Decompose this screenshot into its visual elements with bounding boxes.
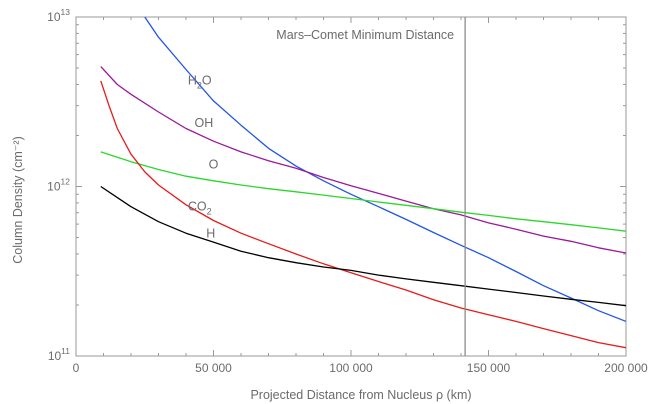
series-label-h: H — [206, 227, 215, 241]
series-label-oh: OH — [195, 116, 214, 130]
x-axis-title: Projected Distance from Nucleus ρ (km) — [250, 388, 471, 402]
y-tick-label: 1012 — [47, 177, 70, 194]
x-tick-label: 150 000 — [467, 361, 511, 375]
y-tick-label: 1011 — [48, 346, 70, 363]
series-line-h2o — [144, 17, 626, 323]
series-layer: H2O OH O CO2 H — [100, 17, 626, 349]
series-line-o — [100, 151, 626, 232]
series-label-o: O — [209, 157, 219, 171]
x-tick-label: 100 000 — [329, 361, 373, 375]
x-tick-label: 50 000 — [195, 361, 232, 375]
annotation-layer: Mars–Comet Minimum Distance — [276, 17, 466, 356]
series-line-oh — [100, 66, 626, 254]
series-line-co2 — [100, 80, 626, 349]
x-tick-label: 200 000 — [604, 361, 648, 375]
plot-frame — [75, 16, 627, 357]
series-label-h2o: H2O — [188, 73, 212, 90]
minimum-distance-label: Mars–Comet Minimum Distance — [276, 28, 454, 42]
y-tick-label: 1013 — [47, 7, 70, 24]
axes-layer: 0 50 000 100 000 150 000 200 000 1011 1012 1013 — [47, 7, 648, 375]
series-label-co2: CO2 — [188, 200, 212, 217]
x-tick-label: 0 — [73, 361, 80, 375]
series-line-h — [100, 185, 626, 307]
y-axis-title: Column Density (cm⁻²) — [11, 136, 25, 263]
